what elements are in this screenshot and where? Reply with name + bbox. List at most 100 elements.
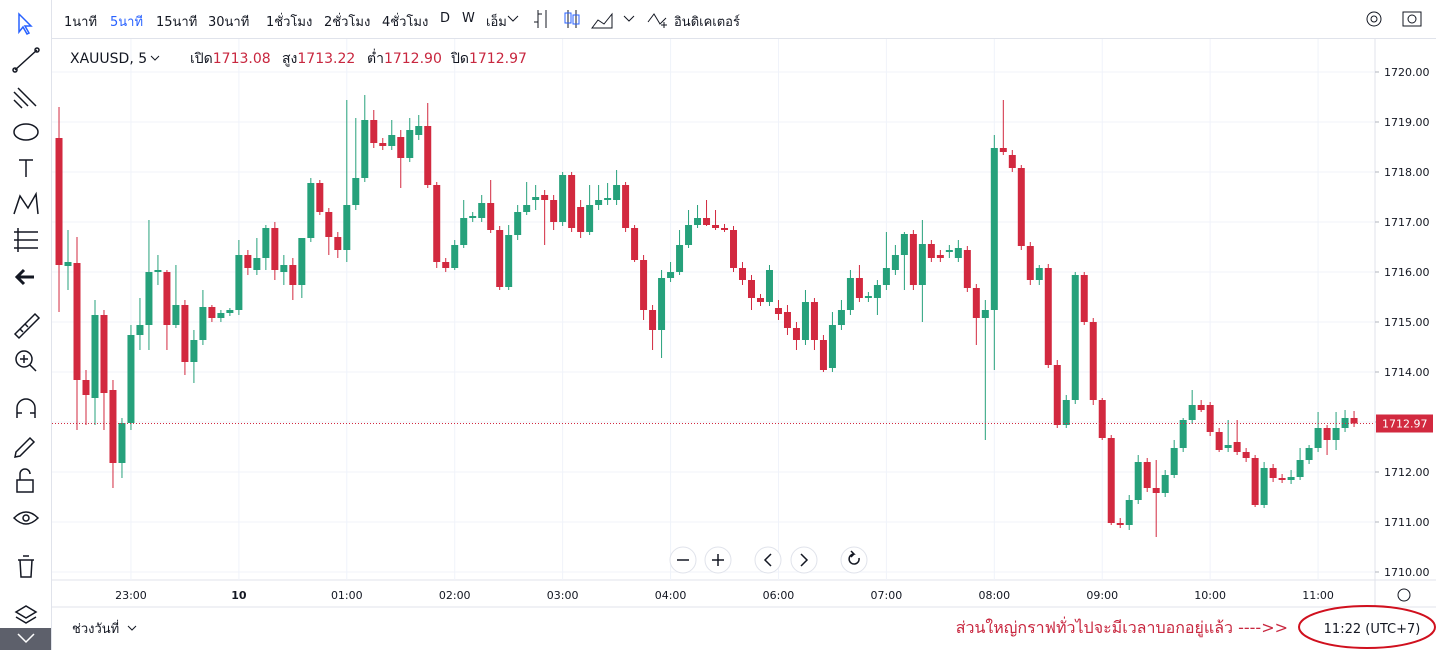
cursor-icon[interactable] — [18, 12, 33, 35]
zoom-icon[interactable] — [15, 350, 33, 368]
ohlc-label: ต่ำ — [367, 49, 384, 67]
lock-icon[interactable] — [16, 479, 34, 493]
candle-body — [909, 234, 917, 285]
symbol[interactable]: XAUUSD, 5 — [70, 51, 147, 67]
candle-body — [694, 218, 702, 225]
camera-icon[interactable] — [1402, 11, 1422, 27]
chevron[interactable] — [507, 15, 519, 22]
candle-body — [298, 238, 306, 285]
eye-pupil — [22, 514, 30, 522]
ohlc-value: 1712.97 — [469, 51, 527, 67]
settings-icon[interactable] — [1366, 11, 1382, 27]
nav-button[interactable] — [790, 546, 818, 574]
fib-icon[interactable] — [13, 87, 37, 109]
text-icon[interactable] — [19, 159, 33, 177]
toolbar-icons — [507, 10, 1422, 29]
candle-body — [127, 335, 135, 423]
collapse-button[interactable] — [0, 628, 51, 650]
y-tick-label: 1716.00 — [1384, 266, 1430, 279]
magnet-icon[interactable] — [16, 398, 36, 418]
axis-settings[interactable] — [1397, 588, 1411, 602]
y-tick-label: 1717.00 — [1384, 216, 1430, 229]
interval-button[interactable]: 2ชั่วโมง — [324, 15, 371, 30]
interval-button[interactable]: 1ชั่วโมง — [266, 15, 313, 30]
interval-button[interactable]: 4ชั่วโมง — [382, 15, 429, 30]
layers-icon[interactable] — [14, 605, 38, 624]
clock[interactable]: 11:22 (UTC+7) — [1324, 622, 1421, 637]
interval-button[interactable]: 15นาที — [156, 15, 198, 30]
candle-body — [307, 183, 315, 238]
candle-body — [756, 298, 764, 302]
nav-button[interactable] — [840, 546, 868, 574]
x-tick-label: 04:00 — [655, 589, 687, 602]
candle-body — [855, 278, 863, 298]
candle-body — [136, 325, 144, 335]
candle-body — [316, 183, 324, 212]
candle-body — [649, 310, 657, 330]
x-tick-label: 09:00 — [1086, 589, 1118, 602]
candle-body — [577, 207, 585, 232]
top-toolbar: 1นาที 5นาที 15นาที 30นาที 1ชั่วโมง 2ชั่วโมง 4ช… — [52, 0, 1436, 39]
candle-body — [550, 200, 558, 222]
interval-button[interactable]: 30นาที — [208, 15, 250, 30]
candle-body — [837, 310, 845, 325]
candle-body — [1125, 500, 1133, 525]
interval-button[interactable]: 1นาที — [64, 15, 98, 30]
candle-body — [1089, 322, 1097, 400]
shape-icon[interactable] — [13, 123, 39, 141]
candle-body — [1224, 445, 1232, 448]
eye-icon[interactable] — [12, 511, 40, 525]
interval-button[interactable]: เอ็ม — [486, 15, 507, 30]
interval-button[interactable]: W — [462, 11, 475, 26]
trash-icon[interactable] — [18, 555, 34, 578]
interval-button[interactable]: D — [440, 11, 451, 26]
candle-body — [1242, 452, 1250, 458]
candle-body — [262, 228, 270, 258]
candle-body — [325, 212, 333, 237]
pattern-icon[interactable] — [13, 191, 39, 215]
interval-button[interactable]: 5นาที — [110, 15, 144, 30]
candle-body — [1323, 428, 1331, 440]
y-tick-label: 1720.00 — [1384, 66, 1430, 79]
candle-body — [1269, 468, 1277, 478]
bar-style[interactable] — [534, 10, 547, 28]
candle-body — [505, 235, 513, 287]
candle-body — [622, 185, 630, 228]
lock-shackle — [19, 468, 31, 480]
chevron[interactable] — [623, 15, 635, 22]
nav-icon — [848, 550, 860, 565]
area-style[interactable] — [591, 12, 613, 29]
candle-body — [388, 135, 396, 146]
candle-body — [73, 263, 81, 380]
x-tick-label: 06:00 — [763, 589, 795, 602]
trend-icon[interactable] — [14, 49, 38, 71]
candle-body — [1053, 365, 1061, 425]
candle-body — [343, 205, 351, 250]
candle-body — [792, 328, 800, 340]
candle-body — [864, 296, 872, 298]
candle-body — [478, 203, 486, 218]
ohlc-legend: เปิด1713.08 — [190, 51, 271, 67]
forecast-icon[interactable] — [14, 228, 38, 252]
candle-body — [568, 175, 576, 228]
indicator-icon[interactable] — [647, 13, 667, 28]
ruler-icon[interactable] — [13, 312, 41, 340]
nav-button[interactable] — [754, 546, 782, 574]
candle-body — [1062, 400, 1070, 425]
candle-body — [667, 272, 675, 278]
ohlc-label: เปิด — [190, 51, 213, 67]
candle-body — [1134, 462, 1142, 500]
candle-body — [774, 308, 782, 314]
candle-body — [873, 285, 881, 298]
candle-body — [765, 270, 773, 302]
candle-body — [271, 228, 279, 270]
back-icon[interactable] — [14, 268, 34, 286]
candle-body — [990, 148, 998, 310]
date-range[interactable]: ช่วงวันที่ — [72, 620, 119, 637]
candle-body — [1278, 478, 1286, 480]
candle-body — [783, 312, 791, 328]
indicators-button[interactable]: อินดิเคเตอร์ — [674, 15, 740, 30]
x-tick-label: 01:00 — [331, 589, 363, 602]
lock-draw-icon[interactable] — [14, 436, 36, 458]
